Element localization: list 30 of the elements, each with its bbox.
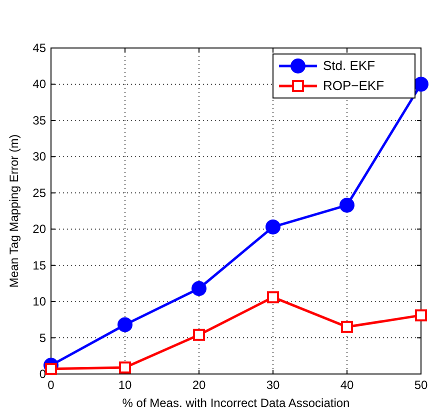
y-tick-label: 30: [32, 150, 46, 164]
point: [266, 219, 280, 234]
y-tick-label: 5: [39, 330, 46, 345]
point: [45, 362, 57, 375]
y-tick-label: 15: [32, 258, 46, 272]
x-axis-title: % of Meas. with Incorrect Data Association: [122, 396, 350, 410]
point: [118, 317, 132, 332]
point: [340, 198, 354, 213]
x-tick-label: 50: [414, 378, 428, 392]
y-tick-label: 20: [32, 222, 46, 236]
point: [414, 76, 428, 92]
legend-label: ROP−EKF: [323, 78, 384, 93]
point: [267, 291, 279, 304]
x-tick-label: 40: [340, 378, 354, 392]
y-tick-label: 40: [32, 77, 46, 92]
point: [415, 309, 427, 322]
x-tick-label: 30: [266, 378, 280, 392]
x-tick-label: 20: [192, 378, 206, 392]
legend-label: Std. EKF: [323, 58, 376, 73]
y-tick-label: 10: [32, 294, 46, 309]
point: [119, 361, 131, 374]
x-tick-label: 0: [48, 378, 55, 392]
y-tick-label: 45: [32, 41, 46, 55]
x-tick-label: 10: [118, 378, 132, 392]
point: [341, 320, 353, 333]
y-tick-label: 35: [32, 113, 46, 128]
y-tick-label: 25: [32, 186, 46, 200]
y-axis-title: Mean Tag Mapping Error (m): [7, 134, 21, 288]
point: [193, 328, 205, 341]
point: [192, 281, 206, 296]
